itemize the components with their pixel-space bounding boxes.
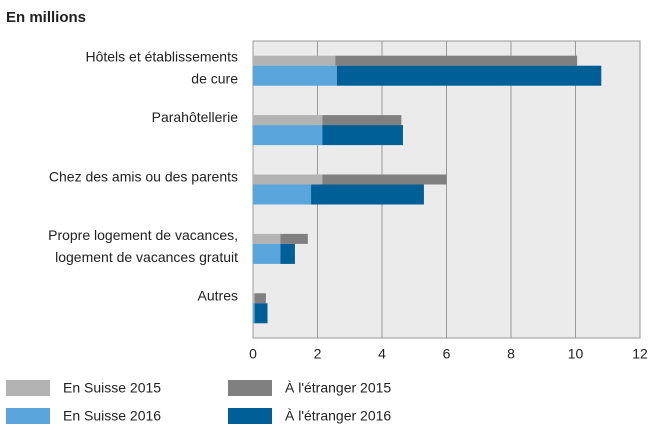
bar-segment — [280, 243, 295, 264]
legend-swatch — [6, 380, 50, 396]
bar-segment — [253, 115, 323, 126]
x-tick-label: 10 — [568, 346, 584, 362]
bar-segment — [253, 233, 281, 244]
y-tick-label: Autres — [198, 287, 238, 303]
chart-title: En millions — [6, 9, 86, 26]
x-tick-label: 0 — [249, 346, 257, 362]
y-tick-label-line: logement de vacances gratuit — [55, 249, 238, 265]
legend-label: À l'étranger 2016 — [285, 408, 391, 424]
y-tick-label: Hôtels et établissements de cure — [85, 48, 238, 86]
y-tick-label: Parahôtellerie — [152, 109, 239, 125]
legend-swatch — [228, 408, 272, 424]
bar-segment — [253, 303, 255, 324]
bar-segment — [253, 174, 323, 185]
x-tick-label: 8 — [507, 346, 515, 362]
y-tick-label: Chez des amis ou des parents — [49, 168, 238, 184]
bar-segment — [322, 125, 403, 146]
bar-segment — [253, 184, 312, 205]
bar-segment — [254, 293, 266, 304]
x-tick-label: 6 — [443, 346, 451, 362]
x-tick-label: 12 — [632, 346, 648, 362]
bar-segment — [253, 65, 337, 86]
bar-segment — [311, 184, 424, 205]
legend-label: En Suisse 2016 — [63, 408, 161, 424]
legend-label: À l'étranger 2015 — [285, 380, 391, 396]
y-tick-label-line: Propre logement de vacances, — [48, 227, 238, 243]
y-tick-label-line: Chez des amis ou des parents — [49, 168, 238, 184]
y-tick-label-line: de cure — [191, 70, 238, 86]
x-tick-label: 4 — [378, 346, 386, 362]
bar-segment — [254, 303, 268, 324]
bar-segment — [253, 125, 323, 146]
y-tick-label-line: Hôtels et établissements — [85, 48, 238, 64]
legend-swatch — [6, 408, 50, 424]
y-tick-label-line: Parahôtellerie — [152, 109, 239, 125]
bar-segment — [322, 115, 402, 126]
legend-label: En Suisse 2015 — [63, 380, 161, 396]
bar-segment — [253, 293, 255, 304]
bar-segment — [253, 55, 336, 66]
y-tick-label-line: Autres — [198, 287, 238, 303]
bar-segment — [336, 65, 602, 86]
legend-swatch — [228, 380, 272, 396]
bar-segment — [335, 55, 578, 66]
x-tick-label: 2 — [314, 346, 322, 362]
bar-segment — [253, 243, 281, 264]
bar-segment — [322, 174, 447, 185]
y-tick-label: Propre logement de vacances, logement de … — [48, 227, 238, 265]
bar-segment — [280, 233, 308, 244]
